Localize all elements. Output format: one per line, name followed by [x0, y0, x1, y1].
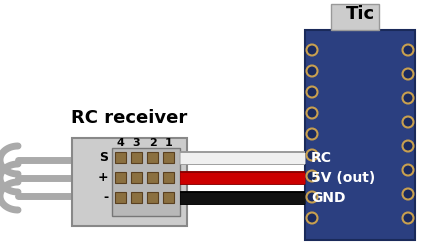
FancyBboxPatch shape: [330, 4, 378, 30]
Text: 1: 1: [165, 138, 172, 148]
FancyBboxPatch shape: [115, 172, 126, 183]
FancyBboxPatch shape: [163, 152, 174, 163]
FancyBboxPatch shape: [115, 192, 126, 203]
Circle shape: [306, 66, 317, 76]
Circle shape: [402, 164, 414, 175]
FancyBboxPatch shape: [112, 148, 180, 216]
Text: 3: 3: [133, 138, 140, 148]
Circle shape: [306, 128, 317, 140]
Text: GND: GND: [311, 190, 345, 204]
Circle shape: [402, 92, 414, 104]
FancyBboxPatch shape: [163, 192, 174, 203]
Text: 2: 2: [148, 138, 157, 148]
Circle shape: [402, 188, 414, 200]
Circle shape: [306, 212, 317, 224]
Circle shape: [306, 44, 317, 56]
Text: 5V (out): 5V (out): [311, 170, 375, 184]
FancyBboxPatch shape: [305, 30, 415, 240]
Circle shape: [402, 116, 414, 128]
FancyBboxPatch shape: [131, 152, 142, 163]
FancyBboxPatch shape: [147, 152, 158, 163]
Text: Tic: Tic: [345, 5, 375, 23]
Text: -: -: [103, 191, 108, 204]
Circle shape: [306, 170, 317, 181]
Text: 4: 4: [117, 138, 124, 148]
Circle shape: [402, 44, 414, 56]
FancyBboxPatch shape: [147, 172, 158, 183]
FancyBboxPatch shape: [131, 172, 142, 183]
Text: S: S: [99, 151, 108, 164]
Circle shape: [306, 86, 317, 98]
Circle shape: [402, 212, 414, 224]
FancyBboxPatch shape: [131, 192, 142, 203]
FancyBboxPatch shape: [147, 192, 158, 203]
Circle shape: [402, 68, 414, 80]
FancyBboxPatch shape: [115, 152, 126, 163]
FancyBboxPatch shape: [72, 138, 187, 226]
Circle shape: [402, 140, 414, 151]
Circle shape: [306, 192, 317, 202]
Text: RC receiver: RC receiver: [71, 109, 187, 127]
Circle shape: [306, 108, 317, 118]
Text: +: +: [97, 171, 108, 184]
Text: RC: RC: [311, 150, 332, 164]
FancyBboxPatch shape: [163, 172, 174, 183]
Circle shape: [306, 150, 317, 160]
